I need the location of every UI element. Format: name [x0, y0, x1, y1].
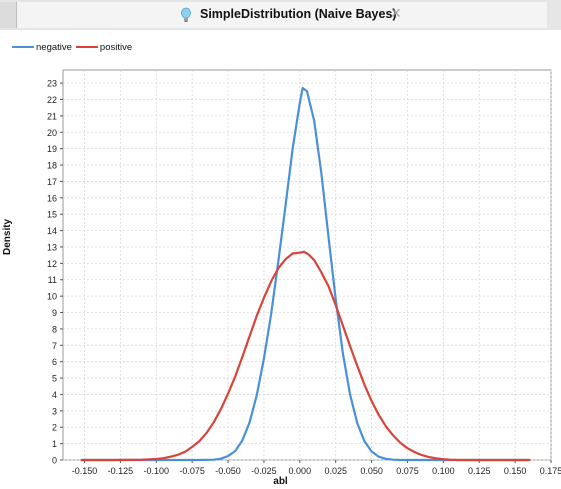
x-tick-label: -0.050: [215, 466, 241, 476]
y-tick-label: 0: [52, 456, 57, 466]
y-tick-label: 21: [47, 111, 57, 121]
x-tick-label: 0.025: [324, 466, 347, 476]
y-tick-label: 17: [47, 177, 57, 187]
y-tick-label: 19: [47, 144, 57, 154]
x-tick-label: 0.000: [289, 466, 312, 476]
lightbulb-icon: [181, 7, 191, 22]
legend-label-negative: negative: [36, 41, 72, 53]
y-tick-label: 23: [47, 79, 57, 89]
y-tick-label: 2: [52, 423, 57, 433]
y-tick-label: 9: [52, 308, 57, 318]
y-tick-label: 3: [52, 406, 57, 416]
x-tick-label: 0.175: [540, 466, 561, 476]
x-axis-label: abl: [273, 476, 288, 487]
legend-label-positive: positive: [99, 41, 133, 53]
y-axis-label: Density: [2, 218, 13, 255]
y-tick-label: 14: [47, 226, 57, 236]
legend-item-positive: positive: [75, 41, 133, 53]
y-tick-label: 4: [52, 390, 57, 400]
y-tick-label: 1: [52, 439, 57, 449]
y-tick-label: 7: [52, 341, 57, 351]
series-line-negative: [80, 86, 531, 462]
x-tick-label: 0.075: [396, 466, 419, 476]
y-tick-label: 12: [47, 259, 57, 269]
x-tick-label: -0.125: [108, 466, 134, 476]
x-tick-label: -0.150: [72, 466, 98, 476]
y-tick-label: 15: [47, 210, 57, 220]
x-tick-label: -0.025: [251, 466, 277, 476]
active-tab[interactable]: [17, 2, 547, 28]
x-tick-label: 0.125: [468, 466, 491, 476]
y-tick-label: 5: [52, 374, 57, 384]
y-tick-label: 6: [52, 357, 57, 367]
y-tick-label: 20: [47, 128, 57, 138]
chart-legend: negative positive: [12, 40, 136, 54]
legend-swatch-positive: [75, 46, 98, 48]
tab-bar-handle[interactable]: [0, 2, 17, 28]
legend-item-negative: negative: [12, 42, 72, 53]
x-tick-label: 0.100: [432, 466, 455, 476]
tab-title[interactable]: SimpleDistribution (Naive Bayes): [200, 7, 397, 21]
x-tick-label: -0.075: [179, 466, 205, 476]
x-tick-label: -0.100: [144, 466, 170, 476]
plot-area: [62, 69, 552, 461]
series-line-positive: [80, 250, 531, 462]
y-tick-label: 10: [47, 292, 57, 302]
y-tick-label: 13: [47, 242, 57, 252]
y-tick-label: 18: [47, 161, 57, 171]
close-icon[interactable]: ✕: [390, 5, 402, 21]
x-tick-label: 0.150: [504, 466, 527, 476]
y-tick-label: 16: [47, 193, 57, 203]
x-tick-label: 0.050: [360, 466, 383, 476]
y-tick-label: 8: [52, 324, 57, 334]
legend-swatch-negative: [12, 46, 34, 48]
y-tick-label: 22: [47, 95, 57, 105]
y-tick-label: 11: [48, 275, 57, 285]
tab-bar: SimpleDistribution (Naive Bayes) ✕: [0, 0, 561, 30]
